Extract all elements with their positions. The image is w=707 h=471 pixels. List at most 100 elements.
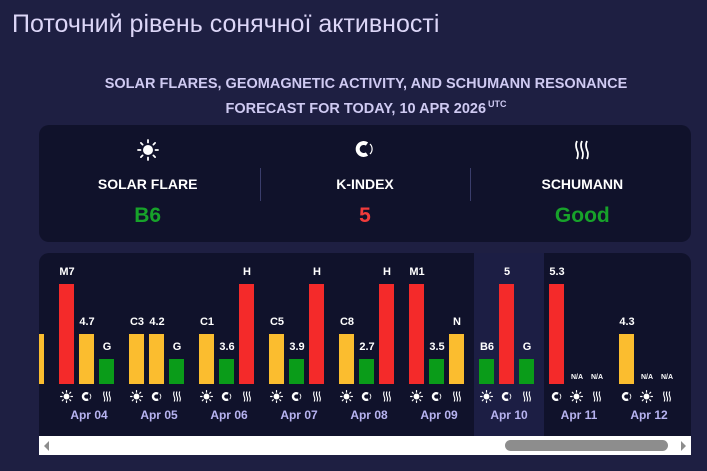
chart-day-apr-04[interactable]: M7 4.7 G Apr 04 <box>54 253 124 436</box>
chart-bar-k-index[interactable] <box>429 359 444 384</box>
forecast-date: FORECAST FOR TODAY, 10 APR 2026 <box>225 101 487 117</box>
chart-bar-k-index[interactable] <box>499 284 514 384</box>
bar-value-label: 3.6 <box>219 341 235 353</box>
bar-value-label: G <box>102 341 112 353</box>
chart-day-apr-09[interactable]: M1 3.5 N Apr 09 <box>404 253 474 436</box>
chart-bar-partial <box>39 334 44 384</box>
waves-icon <box>659 390 674 402</box>
bar-value-label: H <box>383 266 391 278</box>
sun-icon <box>269 389 284 403</box>
chart-bar-k-index[interactable] <box>359 359 374 384</box>
bar-value-label: 4.7 <box>79 316 95 328</box>
chart-day-apr-08[interactable]: C8 2.7 H Apr 08 <box>334 253 404 436</box>
chart-day-apr-10[interactable]: B6 5 G Apr 10 <box>474 253 544 436</box>
summary-label: K-INDEX <box>336 176 394 192</box>
chart-day-apr-12[interactable]: 4.3 N/A N/A Apr 12 <box>614 253 684 436</box>
day-label: Apr 12 <box>630 408 668 422</box>
subtitle-line-1: SOLAR FLARES, GEOMAGNETIC ACTIVITY, AND … <box>104 76 628 92</box>
bar-value-label: C5 <box>269 316 285 328</box>
today-summary-card: SOLAR FLARE B6 K-INDEX 5 SCHUMANN Good <box>39 125 691 242</box>
day-label: Apr 06 <box>210 408 248 422</box>
chart-bar-solar-flare[interactable] <box>129 334 144 384</box>
forecast-subtitle: SOLAR FLARES, GEOMAGNETIC ACTIVITY, AND … <box>0 74 707 119</box>
magnet-icon <box>499 390 514 402</box>
forecast-chart[interactable]: M7 4.7 G Apr 04 C3 4.2 G Apr 05 C1 3.6 H Apr 06 C5 3.… <box>39 253 691 436</box>
divider <box>260 168 261 201</box>
bar-value-label: N/A <box>570 374 584 381</box>
chart-bar-solar-flare[interactable] <box>269 334 284 384</box>
schumann-value: Good <box>554 204 610 227</box>
chart-bar-schumann[interactable] <box>519 359 534 384</box>
bar-value-label: 4.3 <box>619 316 635 328</box>
magnet-icon <box>619 390 634 402</box>
chart-bar-k-index[interactable] <box>79 334 94 384</box>
bar-value-label: 2.7 <box>359 341 375 353</box>
magnet-icon <box>79 390 94 402</box>
chart-bar-solar-flare[interactable] <box>409 284 424 384</box>
waves-icon <box>99 390 114 402</box>
day-label: Apr 07 <box>280 408 318 422</box>
magnet-icon <box>549 390 564 402</box>
waves-icon <box>239 390 254 402</box>
chart-bar-solar-flare[interactable] <box>479 359 494 384</box>
chart-day-apr-05[interactable]: C3 4.2 G Apr 05 <box>124 253 194 436</box>
bar-value-label: 3.5 <box>429 341 445 353</box>
chart-bar-schumann[interactable] <box>309 284 324 384</box>
k-index-value: 5 <box>359 204 371 227</box>
chart-bar-k-index[interactable] <box>619 334 634 384</box>
timezone-label: UTC <box>488 99 507 109</box>
magnet-icon <box>429 390 444 402</box>
waves-icon <box>589 390 604 402</box>
day-label: Apr 08 <box>350 408 388 422</box>
waves-icon <box>309 390 324 402</box>
chart-bar-solar-flare[interactable] <box>199 334 214 384</box>
chart-bar-k-index[interactable] <box>549 284 564 384</box>
bar-value-label: 5 <box>503 266 511 278</box>
waves-icon <box>379 390 394 402</box>
bar-value-label: C1 <box>199 316 215 328</box>
page-title: Поточний рівень сонячної активності <box>12 10 440 38</box>
scroll-right-arrow-icon[interactable] <box>681 441 686 451</box>
day-label: Apr 11 <box>560 408 598 422</box>
chart-bar-schumann[interactable] <box>379 284 394 384</box>
chart-bar-k-index[interactable] <box>219 359 234 384</box>
chart-bar-schumann[interactable] <box>169 359 184 384</box>
summary-k-index: K-INDEX 5 <box>256 125 473 242</box>
chart-bar-schumann[interactable] <box>239 284 254 384</box>
summary-solar-flare: SOLAR FLARE B6 <box>39 125 256 242</box>
bar-value-label: 3.9 <box>289 341 305 353</box>
day-label: Apr 05 <box>140 408 178 422</box>
chart-bar-solar-flare[interactable] <box>59 284 74 384</box>
bar-value-label: M7 <box>59 266 75 278</box>
chart-bar-k-index[interactable] <box>149 334 164 384</box>
sun-icon <box>639 389 654 403</box>
bar-value-label: N/A <box>590 374 604 381</box>
chart-bar-k-index[interactable] <box>289 359 304 384</box>
sun-icon <box>199 389 214 403</box>
chart-day-apr-07[interactable]: C5 3.9 H Apr 07 <box>264 253 334 436</box>
waves-icon <box>169 390 184 402</box>
magnet-icon <box>149 390 164 402</box>
day-label: Apr 04 <box>70 408 108 422</box>
summary-schumann: SCHUMANN Good <box>474 125 691 242</box>
chart-bar-schumann[interactable] <box>449 334 464 384</box>
waves-icon <box>449 390 464 402</box>
sun-icon <box>129 389 144 403</box>
chart-day-apr-06[interactable]: C1 3.6 H Apr 06 <box>194 253 264 436</box>
sun-icon <box>39 139 256 161</box>
solar-flare-value: B6 <box>134 204 162 227</box>
chart-bar-schumann[interactable] <box>99 359 114 384</box>
waves-icon <box>474 139 691 160</box>
sun-icon <box>569 389 584 403</box>
bar-value-label: 5.3 <box>549 266 565 278</box>
bar-value-label: C8 <box>339 316 355 328</box>
bar-value-label: G <box>522 341 532 353</box>
scroll-thumb[interactable] <box>505 440 668 451</box>
chart-horizontal-scrollbar[interactable] <box>39 436 691 455</box>
bar-value-label: N <box>453 316 461 328</box>
chart-bar-solar-flare[interactable] <box>339 334 354 384</box>
chart-day-apr-11[interactable]: 5.3 N/A N/A Apr 11 <box>544 253 614 436</box>
sun-icon <box>339 389 354 403</box>
scroll-left-arrow-icon[interactable] <box>44 441 49 451</box>
waves-icon <box>519 390 534 402</box>
